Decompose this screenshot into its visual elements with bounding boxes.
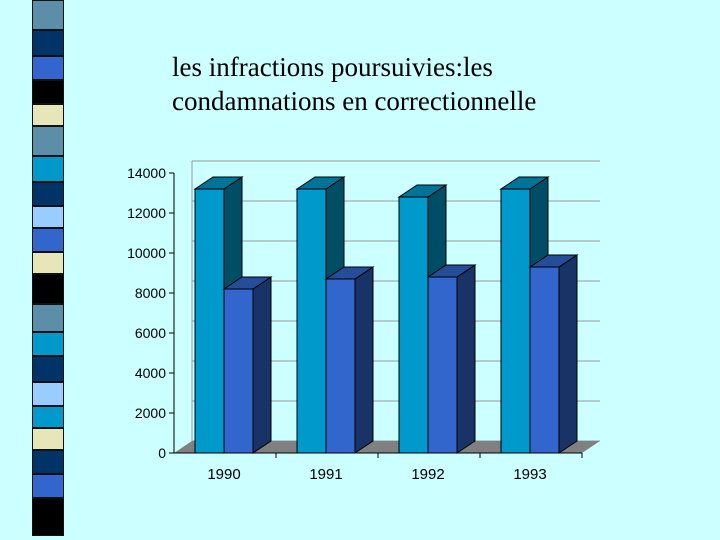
y-tick-label: 4000 xyxy=(135,365,166,381)
strip-block xyxy=(32,474,64,498)
strip-block xyxy=(32,182,64,206)
bar-front xyxy=(296,188,327,454)
bar-front xyxy=(398,196,429,454)
x-tick-label: 1992 xyxy=(411,466,444,483)
x-tick-label: 1990 xyxy=(207,466,240,483)
bar-side xyxy=(558,254,578,454)
bar-front xyxy=(500,188,531,454)
strip-block xyxy=(32,332,64,356)
strip-block xyxy=(32,356,64,382)
slide-title-line-1: les infractions poursuivies:les xyxy=(172,52,493,82)
strip-block xyxy=(32,156,64,182)
y-tick-label: 0 xyxy=(158,445,166,461)
slide-title: les infractions poursuivies:les condamna… xyxy=(172,50,672,118)
bar-side xyxy=(354,266,374,454)
x-tick-label: 1991 xyxy=(309,466,342,483)
strip-block xyxy=(32,56,64,80)
strip-block xyxy=(32,252,64,274)
y-tick-label: 14000 xyxy=(127,165,166,181)
bar-top xyxy=(324,266,375,280)
bar-top xyxy=(499,176,550,190)
slide-title-line-2: condamnations en correctionnelle xyxy=(172,86,537,116)
strip-block xyxy=(32,0,64,30)
strip-block xyxy=(32,382,64,406)
bar-top xyxy=(193,176,244,190)
strip-block xyxy=(32,450,64,474)
bar-front xyxy=(427,276,458,454)
bar-front xyxy=(194,188,225,454)
bar-top xyxy=(528,254,579,268)
bar-side xyxy=(456,264,476,454)
x-tick-label: 1993 xyxy=(513,466,546,483)
bar-chart: 0 2000 4000 6000 8000 10000 12000 14000 1990 1991… xyxy=(127,160,600,483)
bar-top xyxy=(222,276,273,290)
y-tick-label: 6000 xyxy=(135,325,166,341)
strip-block xyxy=(32,30,64,56)
strip-block xyxy=(32,228,64,252)
strip-block xyxy=(32,206,64,228)
bar-front xyxy=(223,288,254,454)
y-tick-label: 12000 xyxy=(127,205,166,221)
strip-block xyxy=(32,428,64,450)
bar-top xyxy=(295,176,346,190)
strip-block xyxy=(32,406,64,428)
strip-block xyxy=(32,498,64,536)
y-tick-label: 10000 xyxy=(127,245,166,261)
bar-front xyxy=(325,278,356,454)
strip-block xyxy=(32,104,64,126)
strip-block xyxy=(32,304,64,332)
y-tick-label: 2000 xyxy=(135,405,166,421)
strip-block xyxy=(32,80,64,104)
bar-front xyxy=(529,266,560,454)
strip-block xyxy=(32,274,64,304)
bar-top xyxy=(397,184,448,198)
decorative-color-strip xyxy=(0,0,70,540)
y-tick-label: 8000 xyxy=(135,285,166,301)
strip-block xyxy=(32,126,64,156)
bar-side xyxy=(252,276,272,454)
bar-top xyxy=(426,264,477,278)
chart-floor xyxy=(174,441,600,453)
